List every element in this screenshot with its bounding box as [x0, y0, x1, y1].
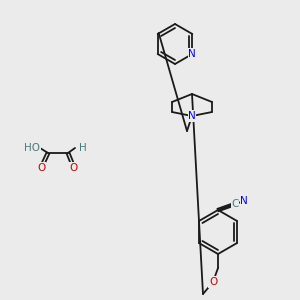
Text: O: O — [37, 163, 45, 173]
Text: N: N — [188, 49, 196, 59]
Text: H: H — [79, 143, 87, 153]
Text: C: C — [231, 199, 239, 209]
Text: N: N — [188, 111, 196, 121]
Text: N: N — [240, 196, 248, 206]
Text: O: O — [209, 277, 217, 287]
Text: HO: HO — [24, 143, 40, 153]
Text: O: O — [70, 163, 78, 173]
